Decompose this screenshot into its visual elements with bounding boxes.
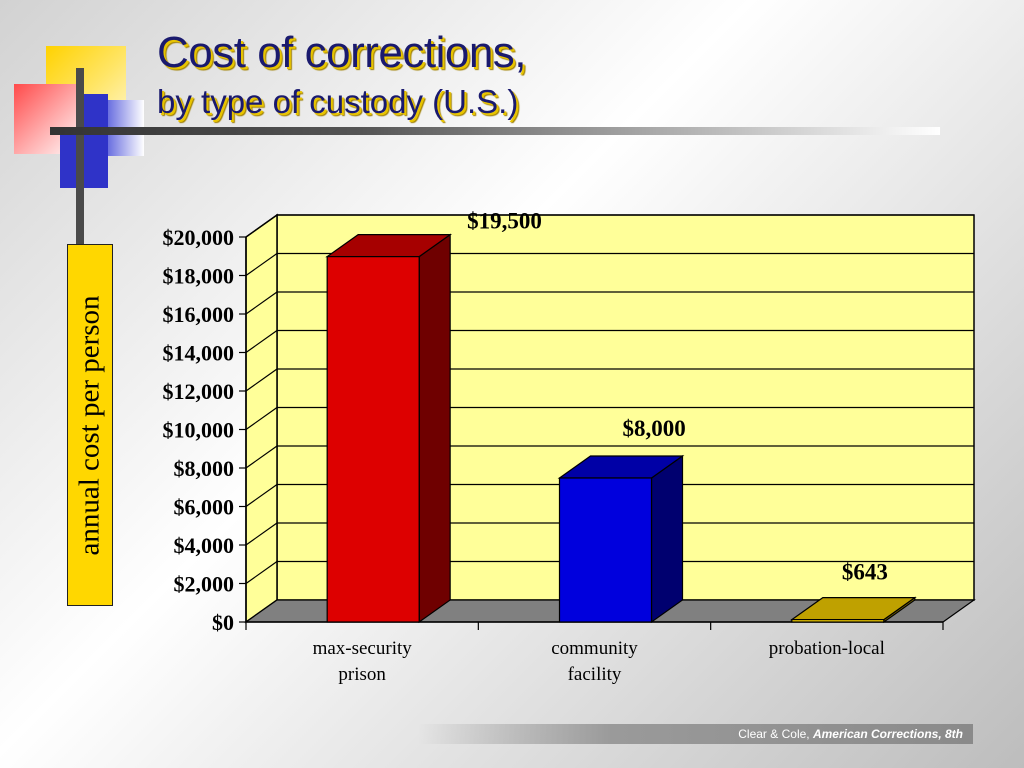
y-tick-label: $0 [212,610,234,635]
footer-citation: Clear & Cole, American Corrections, 8th [418,724,973,744]
bar-front-face [558,477,653,623]
y-tick-label: $2,000 [174,572,235,597]
bar-1 [325,233,453,624]
gridline [245,329,974,353]
gridline [245,252,974,276]
y-tick-label: $16,000 [163,302,235,327]
footer-book-title: American Corrections, 8th [812,727,963,741]
x-category-label: probation-local [769,638,885,659]
gridline [245,483,974,507]
y-tick-label: $14,000 [163,341,235,366]
y-tick-label: $6,000 [174,495,235,520]
gridline [245,291,974,315]
y-axis-label-box: annual cost per person [67,244,113,606]
bar-side-face [418,233,451,624]
footer-prefix: Clear & Cole, [738,727,813,741]
x-category-label-line: max-security [313,638,413,659]
data-labels: $19,500 $8,000 $643 [467,209,888,585]
decorative-vertical-line [76,68,84,258]
decorative-title-underline [50,127,940,135]
slide-title: Cost of corrections, [157,28,527,77]
x-category-label: community facility [551,638,638,685]
x-axis: max-security prison community facility proba… [245,621,944,685]
chart-bars [325,233,917,624]
x-category-label: max-security prison [313,638,413,685]
data-label: $8,000 [623,416,686,441]
bar-front-face [326,256,420,623]
y-axis: $0 $2,000 $4,000 $6,000 $8,000 $10,000 $12,000… [163,225,247,635]
chart-gridlines [245,214,974,584]
gridline [245,560,974,584]
bar-front-face [791,619,885,623]
x-category-label-line: community [551,638,638,659]
data-label: $643 [842,560,888,585]
data-label: $19,500 [467,209,542,234]
slide-subtitle: by type of custody (U.S.) [157,83,519,120]
gridline [245,445,974,469]
y-tick-label: $4,000 [174,533,235,558]
gridline [245,406,974,430]
y-tick-label: $12,000 [163,379,235,404]
x-category-label-line: prison [338,664,386,685]
y-tick-label: $18,000 [163,264,235,289]
bar-2 [557,454,685,624]
x-category-label-line: facility [568,664,622,685]
x-category-label-line: probation-local [769,638,885,659]
y-tick-label: $20,000 [163,225,235,250]
bar-3 [789,596,917,624]
gridline [245,522,974,546]
gridline [245,368,974,392]
y-tick-label: $10,000 [163,418,235,443]
y-tick-label: $8,000 [174,456,235,481]
decorative-blue-block [60,130,108,188]
bar-side-face [650,454,684,624]
gridline [245,214,974,238]
